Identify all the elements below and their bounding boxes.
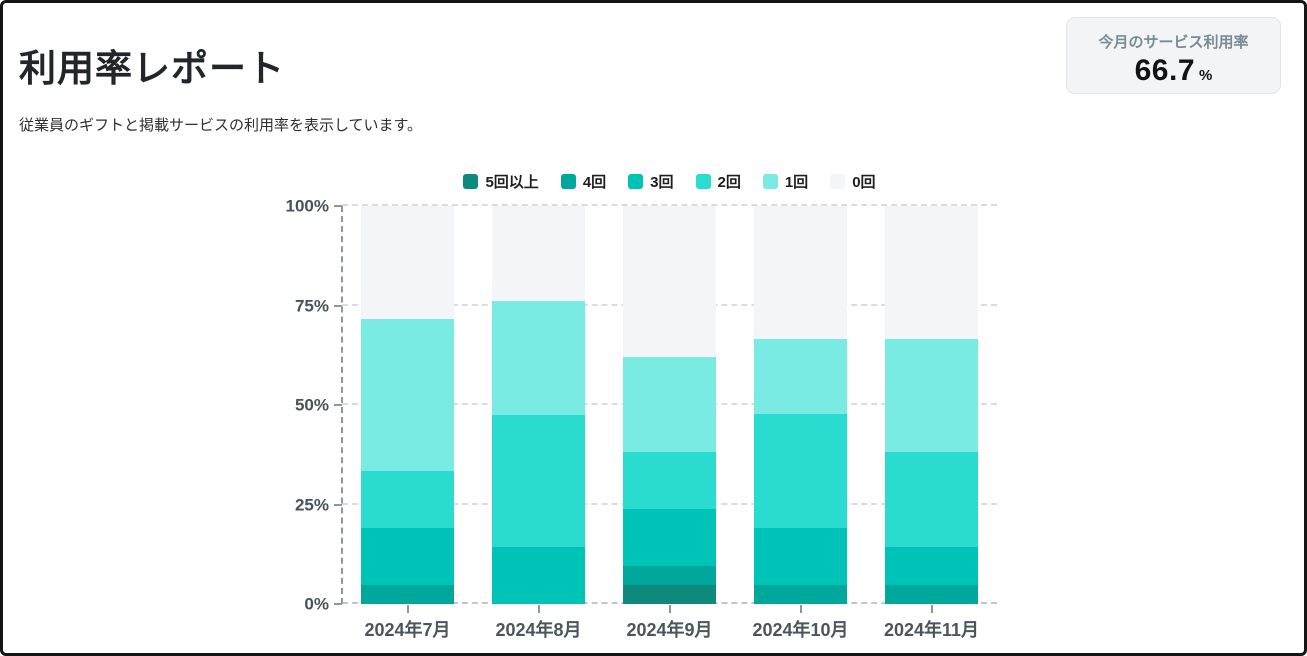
y-tick: [334, 603, 342, 605]
bar-segment-3-1[interactable]: [754, 584, 847, 604]
bar-segment-1-4[interactable]: [492, 300, 585, 415]
legend-swatch-icon: [762, 173, 778, 189]
legend-label: 4回: [582, 173, 607, 191]
legend-swatch-icon: [695, 173, 711, 189]
plot-area: 0% 25% 50% 75% 100%: [286, 198, 997, 613]
page-title: 利用率レポート: [19, 47, 285, 89]
stacked-bar-1: [492, 206, 585, 604]
y-tick: [334, 404, 342, 406]
bar-segment-0-4[interactable]: [361, 319, 454, 472]
y-axis-label: 0%: [304, 594, 329, 614]
legend-item-5[interactable]: 0回: [830, 171, 876, 192]
bar-segment-4-3[interactable]: [885, 452, 978, 548]
bar-segment-1-3[interactable]: [492, 414, 585, 548]
y-axis-label: 100%: [285, 196, 329, 216]
usage-rate-value-row: 66.7%: [1067, 54, 1280, 88]
legend-label: 2回: [717, 173, 741, 191]
x-axis-label: 2024年8月: [495, 620, 582, 640]
legend-label: 3回: [650, 173, 674, 191]
legend-swatch-icon: [463, 173, 479, 189]
legend-item-3[interactable]: 2回: [695, 171, 741, 192]
y-axis-label: 25%: [294, 495, 329, 514]
bars-row: [342, 205, 997, 604]
legend-swatch-icon: [830, 173, 846, 189]
x-axis-label: 2024年7月: [364, 620, 451, 640]
bar-segment-3-2[interactable]: [754, 528, 847, 585]
bar-segment-0-5[interactable]: [361, 205, 454, 320]
page-subtitle: 従業員のギフトと掲載サービスの利用率を表示しています。: [19, 117, 423, 134]
bar-segment-2-1[interactable]: [623, 565, 716, 585]
bar-segment-1-5[interactable]: [492, 206, 585, 301]
legend-swatch-icon: [560, 173, 576, 189]
bar-segment-0-1[interactable]: [361, 584, 454, 604]
usage-rate-card: 今月のサービス利用率 66.7%: [1066, 17, 1281, 94]
bar-segment-4-5[interactable]: [885, 206, 978, 339]
stacked-bar-4: [885, 206, 978, 604]
x-axis-label: 2024年9月: [626, 620, 713, 640]
y-tick: [334, 304, 342, 307]
x-axis-label: 2024年11月: [883, 620, 980, 640]
legend-item-2[interactable]: 3回: [628, 171, 674, 192]
legend-label: 1回: [784, 173, 809, 191]
bar-slot: [473, 206, 604, 604]
stacked-bar-2: [623, 205, 716, 604]
y-axis-labels: 0% 25% 50% 75% 100%: [285, 198, 335, 613]
bar-segment-4-1[interactable]: [885, 584, 978, 604]
bar-segment-3-3[interactable]: [754, 414, 847, 528]
legend-label: 5回以上: [485, 173, 539, 191]
bar-segment-2-2[interactable]: [623, 508, 716, 566]
bar-segment-0-3[interactable]: [361, 471, 454, 528]
usage-rate-unit: %: [1199, 67, 1213, 84]
x-axis-label: 2024年10月: [752, 620, 849, 640]
gridline: [334, 204, 997, 207]
legend-swatch-icon: [628, 173, 644, 189]
stacked-bar-0: [361, 205, 454, 604]
bar-segment-3-4[interactable]: [754, 338, 847, 415]
y-axis-label: 50%: [294, 395, 329, 415]
stacked-bar-3: [754, 206, 847, 604]
legend-item-1[interactable]: 4回: [560, 171, 607, 192]
bar-slot: [866, 206, 997, 604]
bar-segment-2-3[interactable]: [623, 452, 716, 509]
bar-slot: [735, 206, 866, 604]
y-tick: [334, 205, 342, 207]
usage-rate-value: 66.7: [1134, 54, 1196, 87]
y-axis-label: 75%: [294, 296, 329, 315]
bar-segment-4-4[interactable]: [885, 338, 978, 453]
bar-slot: [342, 205, 473, 604]
bar-segment-0-2[interactable]: [361, 528, 454, 585]
legend-item-0[interactable]: 5回以上: [463, 171, 539, 192]
bar-segment-1-2[interactable]: [492, 547, 585, 604]
x-axis-labels: 2024年7月 2024年8月 2024年9月 2024年10月 2024年11月: [342, 616, 997, 642]
bar-segment-4-2[interactable]: [885, 547, 978, 585]
chart-legend: 5回以上 4回 3回 2回 1回 0回: [342, 171, 997, 191]
legend-item-4[interactable]: 1回: [762, 171, 809, 192]
usage-rate-label: 今月のサービス利用率: [1098, 34, 1249, 51]
legend-label: 0回: [852, 173, 876, 191]
bar-segment-2-4[interactable]: [623, 357, 716, 452]
usage-chart: 5回以上 4回 3回 2回 1回 0回 0% 25% 50% 75% 100% 2024年7月 20…: [285, 171, 997, 642]
bar-segment-3-5[interactable]: [754, 206, 847, 339]
bar-segment-2-0[interactable]: [623, 584, 716, 604]
bar-slot: [604, 205, 735, 604]
y-tick: [334, 503, 342, 506]
bar-segment-2-5[interactable]: [623, 205, 716, 358]
